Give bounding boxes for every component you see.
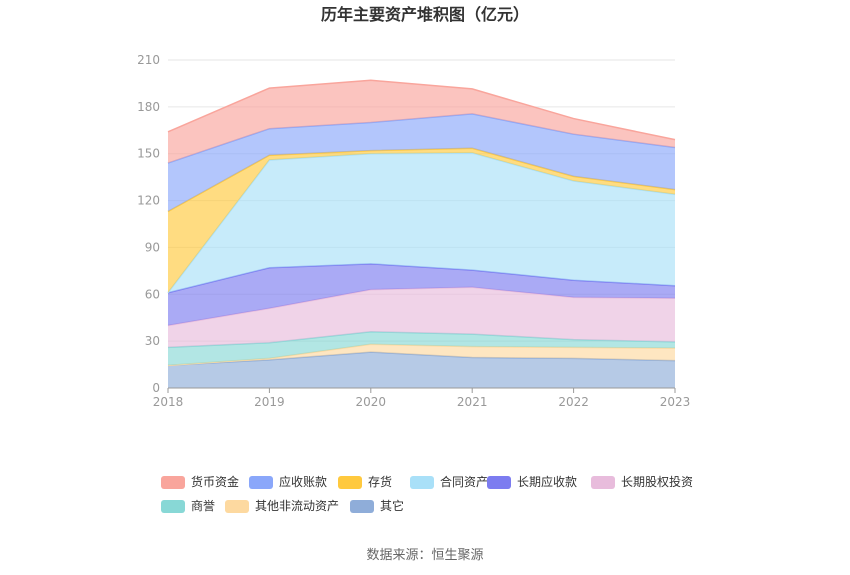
area-series-0	[168, 352, 675, 388]
y-tick-label: 120	[137, 194, 160, 208]
legend-item[interactable]: 存货	[338, 474, 392, 489]
legend-swatch	[410, 476, 434, 489]
legend-label: 商誉	[191, 498, 215, 513]
legend-swatch	[350, 500, 374, 513]
x-tick-label: 2023	[660, 395, 691, 409]
area-series-line-8	[167, 79, 676, 141]
y-tick-label: 180	[137, 100, 160, 114]
legend-label: 合同资产	[440, 474, 488, 489]
y-tick-label: 90	[145, 240, 160, 254]
x-tick-label: 2019	[254, 395, 285, 409]
x-tick-label: 2020	[356, 395, 387, 409]
legend-swatch	[487, 476, 511, 489]
legend-item[interactable]: 长期股权投资	[591, 474, 693, 489]
legend-label: 应收账款	[279, 474, 327, 489]
data-source: 数据来源：恒生聚源	[366, 548, 483, 563]
legend-item[interactable]: 应收账款	[249, 474, 327, 489]
legend-item[interactable]: 合同资产	[410, 474, 488, 489]
x-tick-label: 2021	[457, 395, 488, 409]
y-tick-label: 0	[152, 381, 160, 395]
y-tick-label: 150	[137, 147, 160, 161]
legend-label: 长期应收款	[517, 474, 577, 489]
area-series-8	[168, 80, 675, 164]
legend-item[interactable]: 其它	[350, 498, 404, 513]
legend-label: 长期股权投资	[621, 474, 693, 489]
y-tick-label: 30	[145, 334, 160, 348]
legend-label: 存货	[368, 474, 392, 489]
legend-swatch	[338, 476, 362, 489]
legend-swatch	[591, 476, 615, 489]
area-series-1	[168, 344, 675, 366]
area-series-3	[168, 287, 675, 348]
legend-item[interactable]: 商誉	[161, 498, 215, 513]
x-tick-label: 2022	[558, 395, 589, 409]
area-series-5	[168, 152, 675, 293]
legend-swatch	[249, 476, 273, 489]
legend-label: 其它	[380, 498, 404, 513]
area-series-7	[168, 113, 675, 212]
legend-label: 其他非流动资产	[255, 499, 339, 513]
area-series	[167, 79, 676, 388]
x-tick-label: 2018	[153, 395, 184, 409]
legend-item[interactable]: 其他非流动资产	[225, 499, 339, 513]
area-series-4	[168, 263, 675, 326]
legend-label: 货币资金	[191, 474, 239, 489]
y-tick-label: 210	[137, 53, 160, 67]
legend-item[interactable]: 长期应收款	[487, 474, 577, 489]
chart-title: 历年主要资产堆积图（亿元）	[321, 5, 529, 24]
legend-swatch	[225, 500, 249, 513]
axes: 0 30 60 90 120 150 180 210 2018 2019 2020 2021 2022 2…	[137, 53, 690, 409]
legend-swatch	[161, 476, 185, 489]
legend-swatch	[161, 500, 185, 513]
y-tick-label: 60	[145, 287, 160, 301]
legend-item[interactable]: 货币资金	[161, 474, 239, 489]
